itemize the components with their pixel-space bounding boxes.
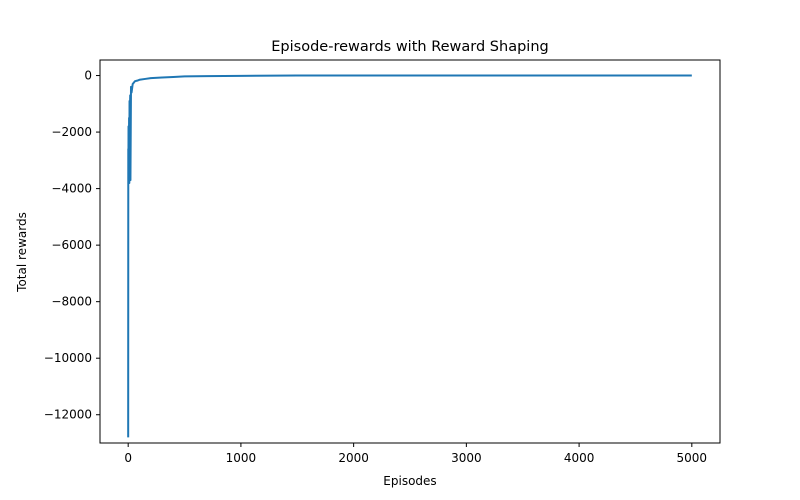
y-tick-label: −6000 bbox=[51, 238, 92, 252]
plot-layer bbox=[127, 74, 692, 438]
y-tick-label: −12000 bbox=[44, 408, 92, 422]
y-axis-ticks: 0 −2000 −4000 −6000 −8000 −10000 −12000 bbox=[44, 69, 100, 422]
y-tick-label: 0 bbox=[84, 69, 92, 83]
y-tick-label: −4000 bbox=[51, 182, 92, 196]
x-tick-label: 3000 bbox=[451, 451, 482, 465]
x-tick-label: 5000 bbox=[677, 451, 708, 465]
y-axis-label: Total rewards bbox=[15, 212, 29, 293]
plot-frame bbox=[99, 59, 721, 444]
x-tick-label: 1000 bbox=[226, 451, 257, 465]
x-tick-label: 4000 bbox=[564, 451, 595, 465]
y-tick-label: −10000 bbox=[44, 351, 92, 365]
x-axis-ticks: 0 1000 2000 3000 4000 5000 bbox=[124, 443, 707, 465]
reward-series-line-0 bbox=[127, 74, 692, 438]
y-tick-label: −2000 bbox=[51, 125, 92, 139]
x-tick-label: 2000 bbox=[338, 451, 369, 465]
x-axis-label: Episodes bbox=[383, 474, 436, 488]
chart-title: Episode-rewards with Reward Shaping bbox=[271, 39, 548, 55]
x-tick-label: 0 bbox=[124, 451, 132, 465]
y-tick-label: −8000 bbox=[51, 295, 92, 309]
